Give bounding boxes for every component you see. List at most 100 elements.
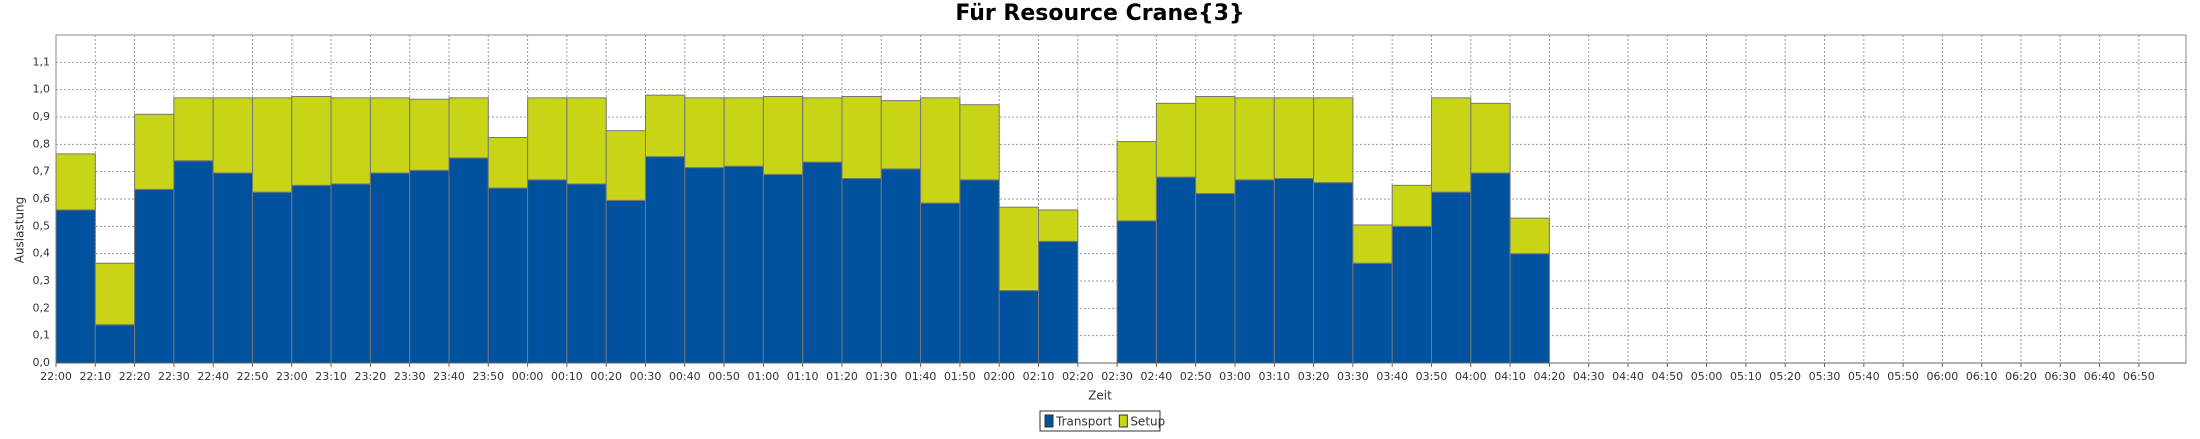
x-tick-label: 05:20 — [1769, 370, 1801, 383]
bar-segment — [1116, 141, 1157, 222]
x-tick-label: 02:50 — [1180, 370, 1212, 383]
bar-segment — [527, 179, 568, 364]
bar-segment — [1509, 217, 1550, 255]
bar-segment — [369, 97, 411, 174]
x-tick-label: 01:10 — [787, 370, 819, 383]
legend-box — [1039, 410, 1161, 432]
bar-segment — [959, 104, 1000, 181]
y-tick-label: 1,1 — [33, 55, 51, 68]
x-tick-label: 01:50 — [944, 370, 976, 383]
bar-segment — [920, 97, 961, 204]
legend-label: Setup — [1130, 415, 1165, 429]
x-tick-label: 06:30 — [2044, 370, 2076, 383]
x-tick-label: 03:00 — [1219, 370, 1251, 383]
bar-segment — [94, 262, 136, 326]
x-tick-label: 22:40 — [197, 370, 229, 383]
chart-title: Für Resource Crane{3} — [955, 1, 1244, 26]
bar-segment — [330, 183, 371, 364]
bar-segment — [1195, 96, 1236, 195]
bar-segment — [920, 202, 961, 364]
bar-segment — [1431, 191, 1472, 364]
bar-segment — [684, 97, 725, 169]
bar-segment — [94, 324, 136, 364]
bar-segment — [880, 168, 922, 364]
y-tick-label: 0,7 — [33, 165, 51, 178]
bar-segment — [487, 137, 529, 189]
bar-segment — [1155, 102, 1197, 178]
x-axis-label: Zeit — [1088, 389, 1112, 403]
bar-segment — [684, 167, 725, 364]
x-tick-label: 00:10 — [551, 370, 583, 383]
bar-segment — [1352, 262, 1393, 364]
x-tick-label: 00:20 — [590, 370, 622, 383]
x-tick-label: 23:00 — [276, 370, 308, 383]
bar-segment — [1038, 209, 1079, 242]
bar-segment — [173, 160, 214, 364]
bar-segment — [55, 209, 96, 364]
bar-segment — [291, 184, 332, 364]
x-tick-label: 06:20 — [2005, 370, 2037, 383]
bar-segment — [841, 178, 882, 364]
y-tick-label: 0,0 — [33, 356, 51, 369]
x-tick-label: 01:40 — [905, 370, 937, 383]
bar-segment — [1273, 97, 1315, 179]
x-tick-label: 00:00 — [512, 370, 544, 383]
x-tick-label: 00:30 — [630, 370, 662, 383]
bar-segment — [134, 188, 175, 364]
x-tick-label: 22:00 — [40, 370, 72, 383]
bar-segment — [762, 173, 804, 364]
x-tick-label: 05:00 — [1691, 370, 1723, 383]
bar-segment — [841, 96, 882, 179]
bar-segment — [802, 161, 843, 364]
bar-segment — [212, 97, 253, 174]
x-tick-label: 06:40 — [2084, 370, 2116, 383]
bar-segment — [1431, 97, 1472, 193]
legend-label: Transport — [1055, 415, 1113, 429]
bar-segment — [448, 157, 489, 364]
y-tick-label: 1,0 — [33, 83, 51, 96]
x-tick-label: 02:30 — [1101, 370, 1133, 383]
bar-segment — [330, 97, 371, 185]
legend-swatch — [1044, 414, 1054, 428]
x-tick-label: 04:50 — [1651, 370, 1683, 383]
bar-segment — [1391, 225, 1432, 364]
x-tick-label: 02:00 — [983, 370, 1015, 383]
bar-segment — [605, 130, 647, 201]
y-tick-label: 0,4 — [33, 247, 51, 260]
bar-segment — [998, 290, 1040, 364]
x-tick-label: 05:50 — [1887, 370, 1919, 383]
y-tick-label: 0,5 — [33, 219, 51, 232]
x-tick-label: 00:40 — [669, 370, 701, 383]
bar-segment — [959, 179, 1000, 364]
bar-segment — [566, 183, 607, 364]
bar-segment — [1195, 193, 1236, 364]
x-tick-label: 05:30 — [1809, 370, 1841, 383]
bar-segment — [1273, 178, 1315, 364]
bar-segment — [369, 172, 411, 364]
bar-segment — [1391, 184, 1432, 227]
y-tick-label: 0,9 — [33, 110, 51, 123]
x-tick-label: 22:20 — [119, 370, 151, 383]
x-tick-label: 03:30 — [1337, 370, 1369, 383]
y-tick-label: 0,6 — [33, 192, 51, 205]
x-tick-label: 03:10 — [1258, 370, 1290, 383]
x-tick-label: 22:30 — [158, 370, 190, 383]
bar-segment — [802, 97, 843, 163]
bar-segment — [723, 97, 764, 167]
x-tick-label: 01:20 — [826, 370, 858, 383]
x-tick-label: 06:10 — [1966, 370, 1998, 383]
x-tick-label: 03:50 — [1416, 370, 1448, 383]
x-tick-label: 05:10 — [1730, 370, 1762, 383]
x-tick-label: 02:20 — [1062, 370, 1094, 383]
x-tick-label: 23:30 — [394, 370, 426, 383]
bar-segment — [1313, 97, 1354, 184]
bar-segment — [409, 169, 450, 364]
bar-segment — [1352, 224, 1393, 264]
bar-segment — [252, 191, 293, 364]
bar-segment — [1313, 182, 1354, 364]
bar-segment — [527, 97, 568, 181]
bar-segment — [880, 100, 922, 170]
bar-segment — [1509, 253, 1550, 364]
x-tick-label: 04:00 — [1455, 370, 1487, 383]
